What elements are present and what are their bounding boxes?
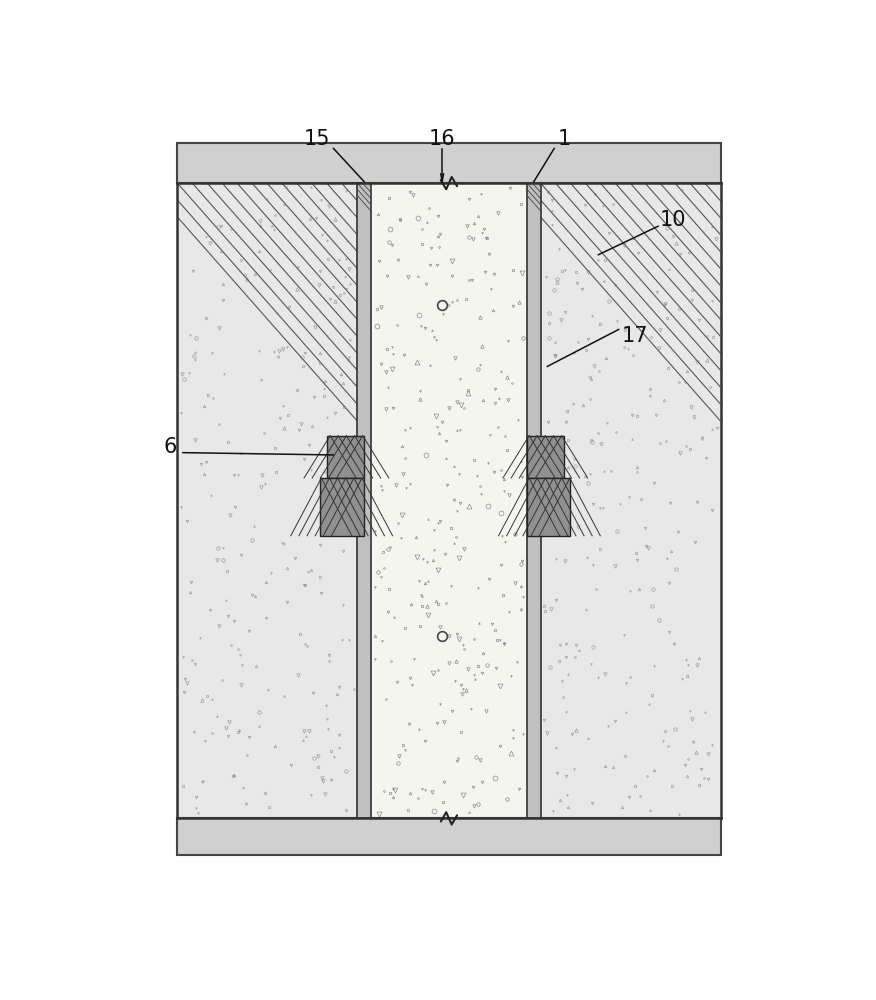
Bar [357, 183, 371, 818]
Bar [371, 183, 527, 818]
Bar [177, 818, 720, 855]
Bar [327, 436, 364, 478]
Text: 10: 10 [660, 210, 686, 230]
Text: 16: 16 [429, 129, 456, 149]
Bar [320, 478, 364, 536]
Bar [177, 145, 720, 855]
Bar [177, 183, 357, 818]
Bar [527, 436, 564, 478]
Text: 6: 6 [164, 437, 177, 457]
Text: 15: 15 [303, 129, 330, 149]
Bar [527, 478, 569, 536]
Text: 1: 1 [558, 129, 571, 149]
Text: 17: 17 [622, 326, 648, 346]
Bar [177, 143, 720, 183]
Bar [527, 183, 540, 818]
Bar [540, 183, 720, 818]
